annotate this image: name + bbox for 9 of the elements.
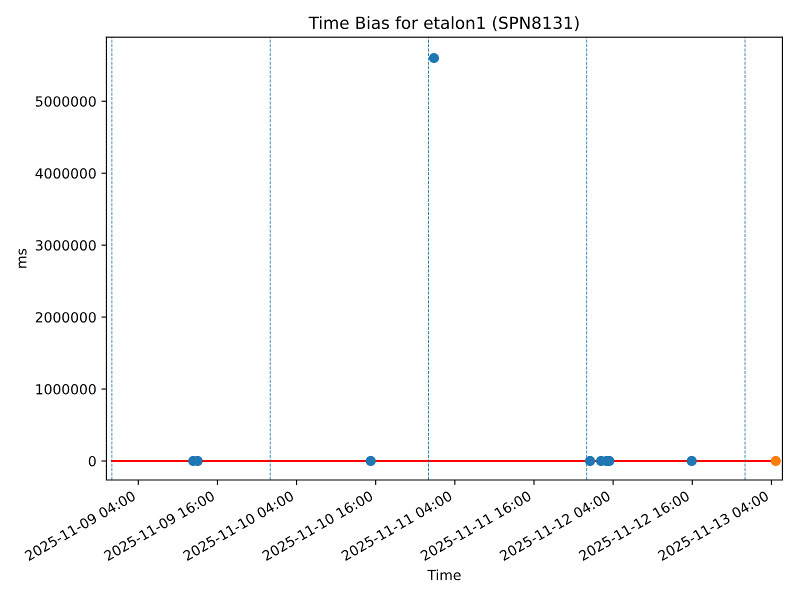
x-axis-title: Time (427, 569, 461, 580)
y-tick-label: 0 (88, 456, 96, 466)
y-tick-label: 2000000 (36, 312, 96, 323)
y-tick-label: 1000000 (36, 384, 96, 395)
y-tick-label: 3000000 (36, 240, 96, 251)
y-tick-label: 5000000 (36, 96, 96, 107)
chart-title: Time Bias for etalon1 (SPN8131) (308, 16, 579, 32)
y-axis-title: ms (18, 248, 27, 268)
y-tick-label: 4000000 (36, 168, 96, 179)
